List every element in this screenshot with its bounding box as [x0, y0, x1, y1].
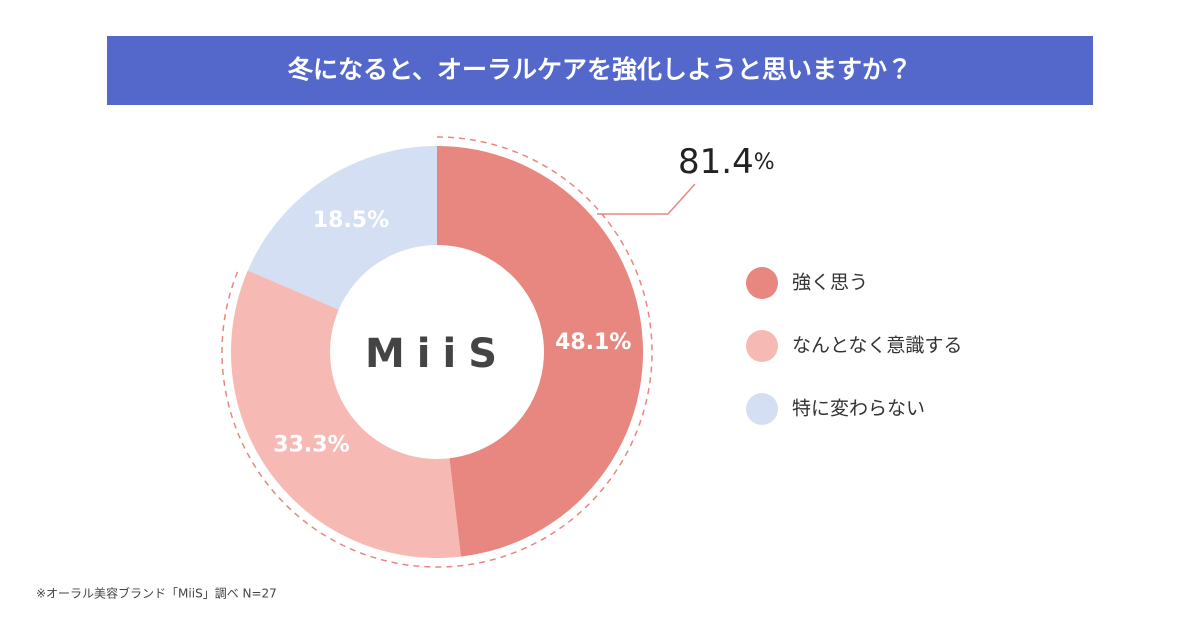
- slice: [247, 146, 437, 310]
- footnote: ※オーラル美容ブランド「MiiS」調べ N=27: [36, 586, 277, 601]
- callout-value: 81.4%: [678, 142, 775, 182]
- slice: [437, 146, 644, 557]
- legend-swatch: [746, 393, 778, 425]
- callout-unit: %: [754, 150, 775, 175]
- chart-title: 冬になると、オーラルケアを強化しようと思いますか？: [287, 55, 912, 84]
- legend-label: 特に変わらない: [792, 398, 925, 420]
- legend-label: 強く思う: [792, 272, 868, 294]
- center-label: MiiS: [365, 331, 509, 377]
- value-label: 33.3%: [273, 432, 349, 457]
- callout-number: 81.4: [678, 142, 754, 182]
- value-label: 18.5%: [313, 208, 389, 233]
- slice: [230, 270, 461, 558]
- title-bar: [107, 36, 1093, 105]
- legend-swatch: [746, 330, 778, 362]
- legend-label: なんとなく意識する: [792, 335, 962, 357]
- value-label: 48.1%: [555, 330, 631, 355]
- callout-line: [597, 183, 696, 215]
- callout-arc: [221, 136, 653, 568]
- legend-swatch: [746, 267, 778, 299]
